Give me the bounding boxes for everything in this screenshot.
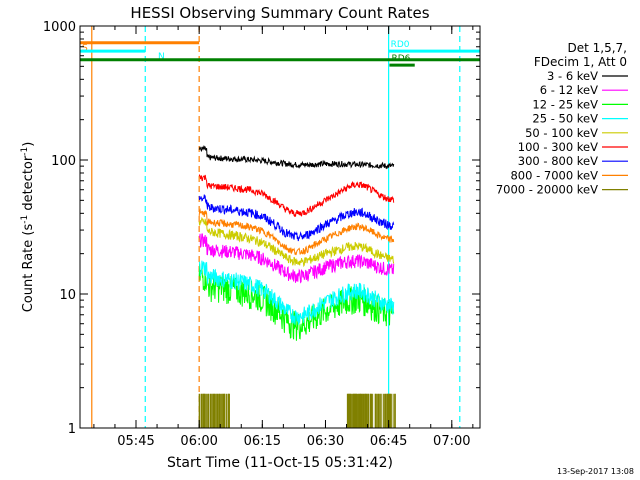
- attenuator-bar-0: [198, 393, 230, 428]
- flag-label-0: S: [82, 44, 88, 54]
- legend-label: 800 - 7000 keV: [510, 168, 598, 182]
- series-line-6: [198, 194, 395, 242]
- y-tick-label: 1: [68, 422, 76, 437]
- plot-area: S N RD6 RD0: [80, 26, 480, 428]
- legend-label: 300 - 800 keV: [518, 154, 598, 168]
- series-line-1: [198, 233, 395, 284]
- x-tick-label: 05:45: [117, 434, 154, 449]
- flag-label-3: RD6: [391, 54, 410, 64]
- y-tick-label: 100: [51, 154, 76, 169]
- x-tick-label: 07:00: [433, 434, 470, 449]
- legend-label: 6 - 12 keV: [540, 83, 598, 97]
- y-tick-label: 10: [59, 288, 76, 303]
- plot-frame: [79, 25, 481, 429]
- axis-ticks: 1 10 100 1000 05:45 06:00 06:15 06:30 06:45 07:00: [43, 20, 480, 449]
- timestamp: 13-Sep-2017 13:08: [557, 467, 634, 476]
- series-line-7: [198, 208, 395, 256]
- chart-title: HESSI Observing Summary Count Rates: [130, 4, 429, 22]
- legend-label: 3 - 6 keV: [547, 69, 598, 83]
- x-tick-label: 06:00: [180, 434, 217, 449]
- series-line-0: [198, 145, 395, 170]
- y-axis-label: Count Rate (s-1 detector-1): [20, 142, 36, 313]
- flag-label-4: RD0: [391, 40, 410, 50]
- legend-label: 12 - 25 keV: [532, 97, 598, 111]
- legend-header-2: FDecim 1, Att 0: [534, 55, 627, 69]
- x-axis-label: Start Time (11-Oct-15 05:31:42): [167, 455, 393, 471]
- x-tick-label: 06:30: [307, 434, 344, 449]
- legend-label: 100 - 300 keV: [518, 140, 598, 154]
- legend-label: 25 - 50 keV: [532, 112, 598, 126]
- legend-label: 7000 - 20000 keV: [496, 183, 598, 197]
- legend-label: 50 - 100 keV: [525, 126, 598, 140]
- x-tick-label: 06:15: [244, 434, 281, 449]
- series-line-3: [198, 260, 395, 325]
- flag-label-1: N: [158, 52, 165, 62]
- y-tick-label: 1000: [43, 20, 76, 35]
- x-tick-label: 06:45: [370, 434, 407, 449]
- attenuator-bar-1: [346, 393, 396, 428]
- series-line-5: [198, 173, 395, 218]
- legend-header-1: Det 1,5,7,: [568, 41, 628, 55]
- series-line-4: [198, 216, 395, 268]
